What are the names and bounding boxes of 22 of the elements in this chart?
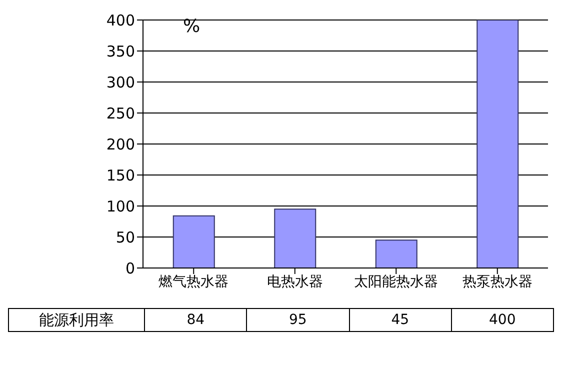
y-tick-label: 300 [106, 73, 135, 92]
y-tick-label: 150 [106, 166, 135, 184]
bar [476, 20, 519, 268]
data-label: 95 [246, 308, 349, 332]
text: 能源利用率 [8, 308, 144, 332]
y-tick-label: 0 [125, 259, 135, 278]
y-tick-label: 200 [106, 135, 135, 154]
y-tick-label: 100 [106, 197, 135, 216]
x-tick-label: 燃气热水器 [158, 274, 229, 290]
data-label: 400 [451, 308, 554, 332]
y-tick-label: 400 [106, 11, 135, 30]
y-tick-label: 50 [116, 228, 135, 246]
bar [172, 215, 215, 268]
x-tick-label: 电热水器 [266, 274, 323, 290]
bar [375, 240, 418, 268]
data-label: 45 [349, 308, 452, 332]
y-tick-label: 350 [106, 42, 135, 60]
bar [274, 208, 316, 268]
x-tick-label: 太阳能热水器 [354, 274, 438, 290]
x-tick-label: 热泵热水器 [462, 274, 532, 290]
data-label: 84 [144, 308, 247, 332]
y-tick-label: 250 [106, 104, 135, 122]
